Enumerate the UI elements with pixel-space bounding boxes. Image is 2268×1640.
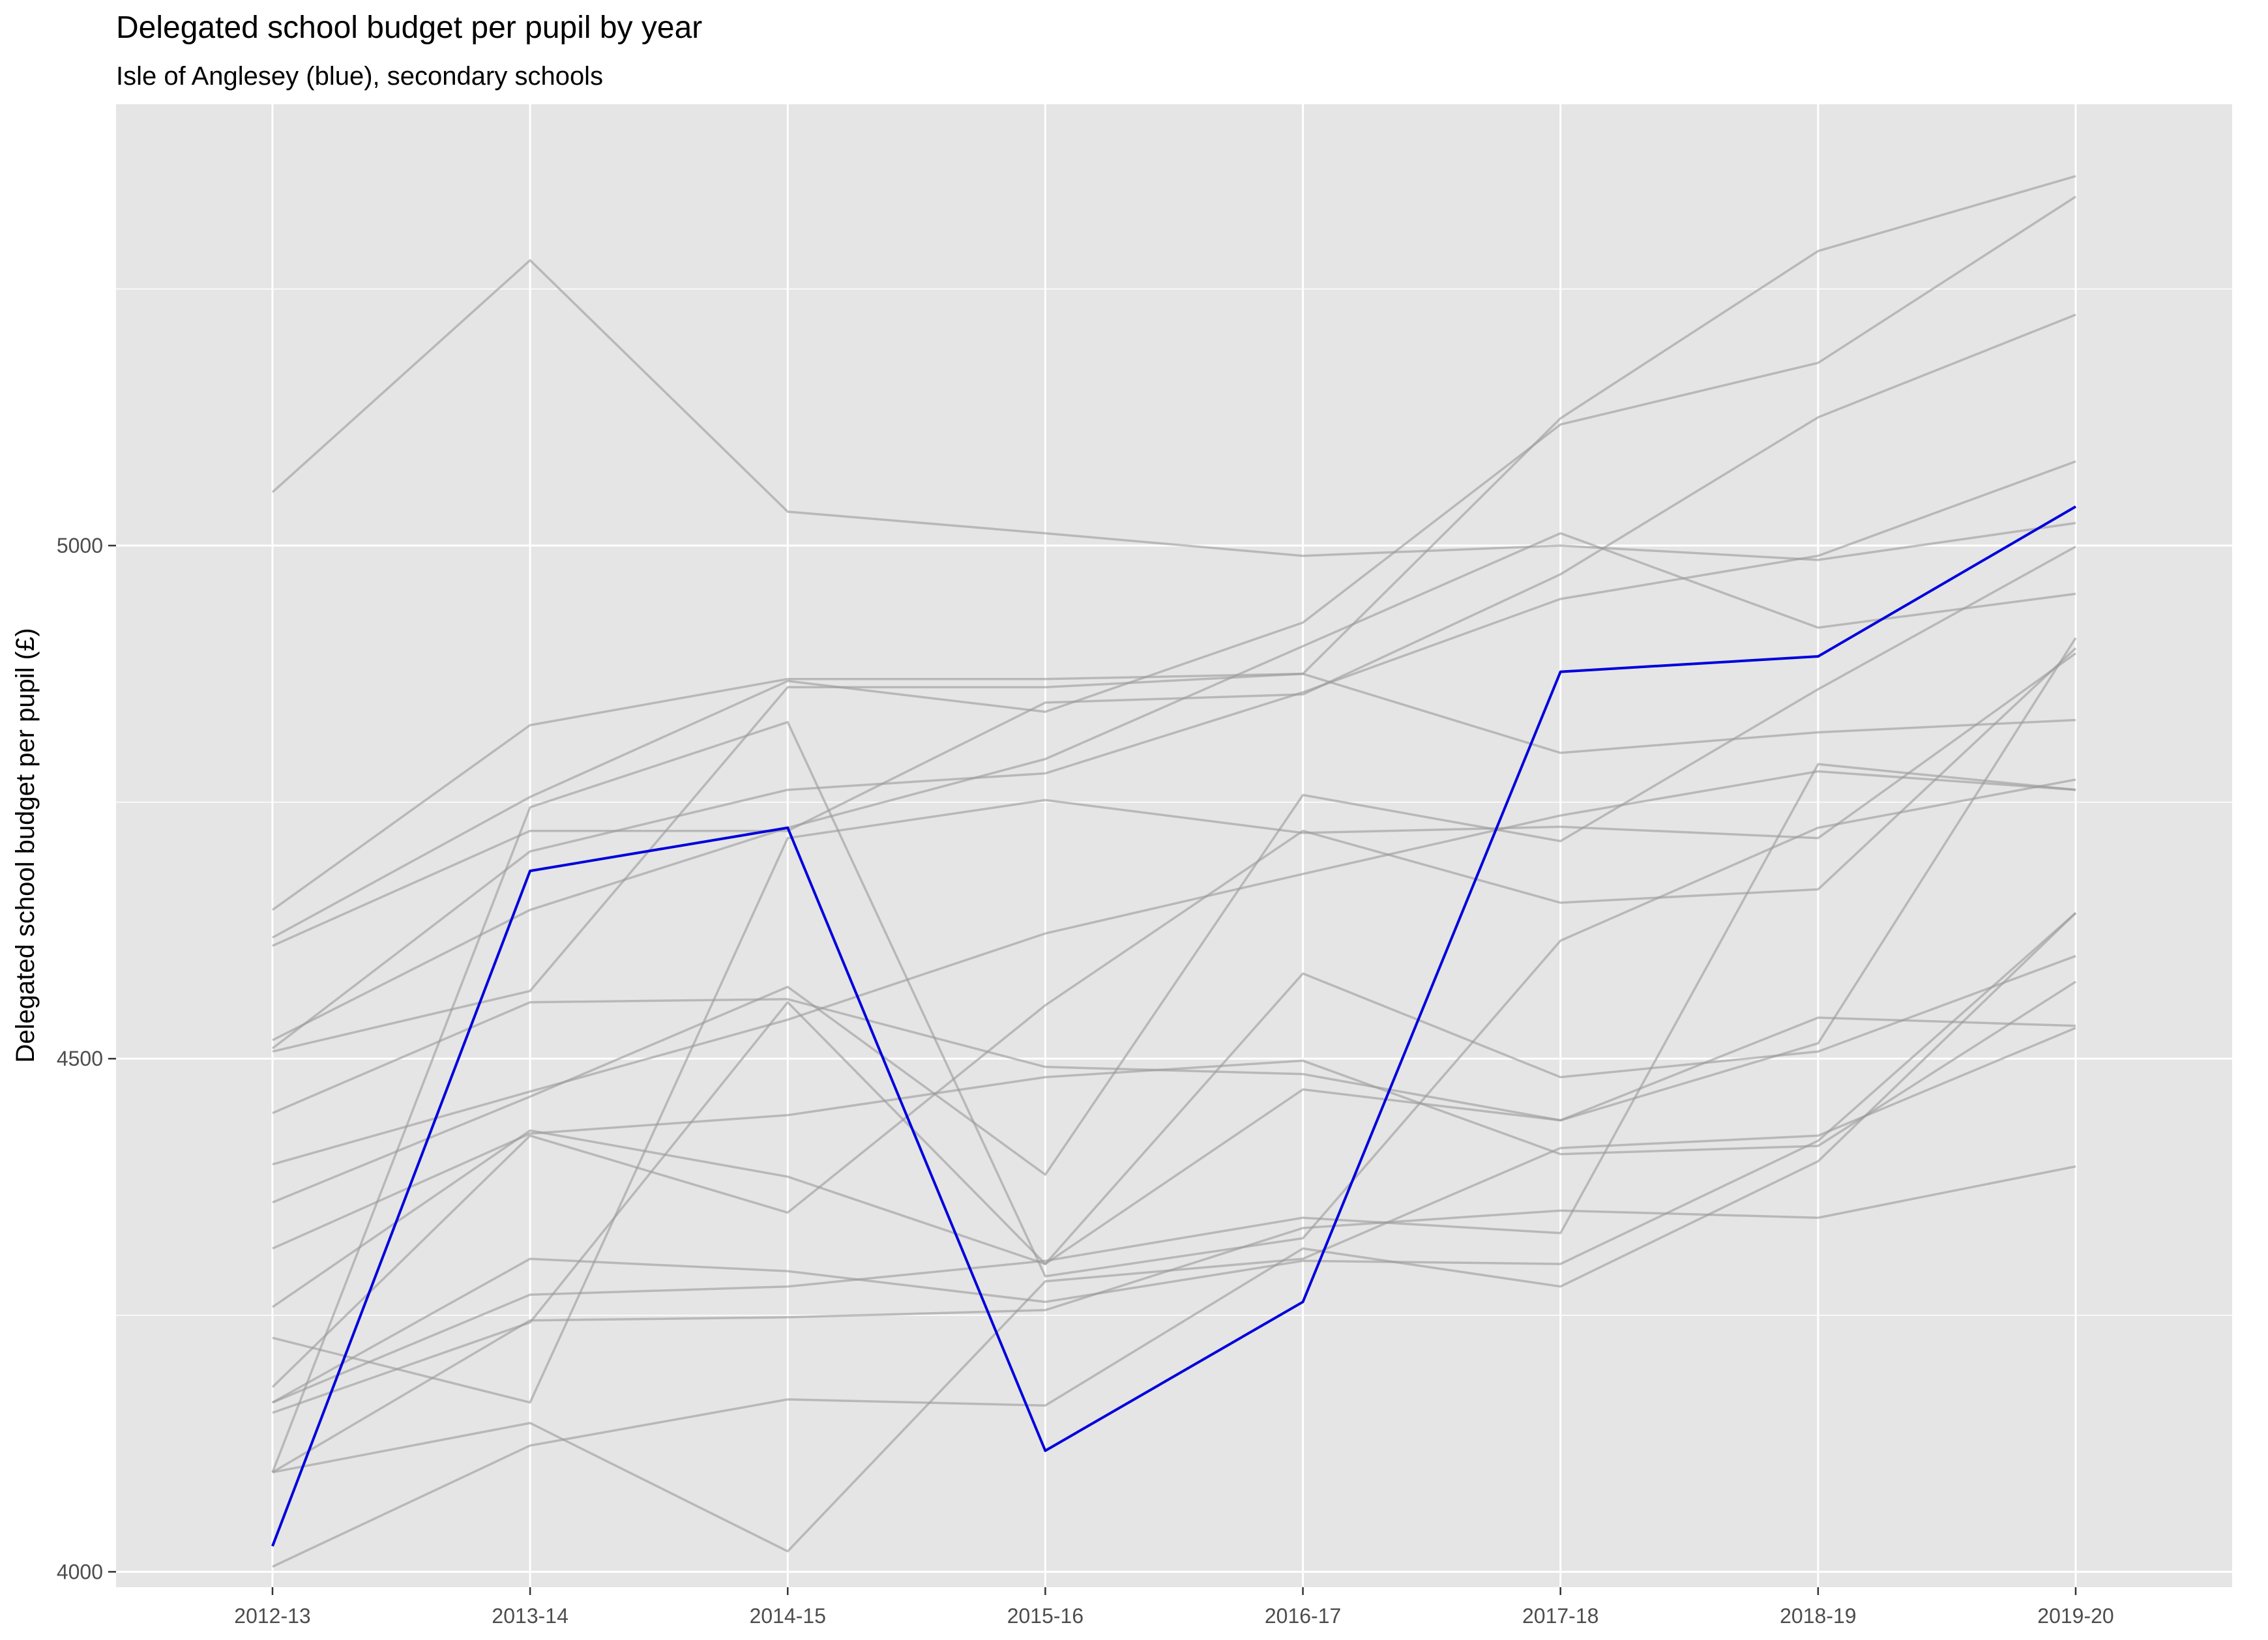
series-line-7 (272, 673, 2076, 1053)
series-line-3 (272, 196, 2076, 939)
chart-title: Delegated school budget per pupil by yea… (116, 10, 702, 45)
chart-subtitle: Isle of Anglesey (blue), secondary schoo… (116, 62, 603, 91)
highlight-series (271, 505, 2077, 1547)
series-line-15 (272, 912, 2077, 1404)
series-line-17 (272, 1001, 2076, 1414)
x-tick-label: 2015-16 (1007, 1604, 1083, 1628)
series-line-21 (272, 1027, 2076, 1553)
x-tick-label: 2019-20 (2037, 1604, 2113, 1628)
x-tick-label: 2016-17 (1265, 1604, 1341, 1628)
y-axis: 4000 4500 5000 (57, 534, 116, 1583)
series-line-5 (272, 532, 2076, 1042)
plot-panel (116, 104, 2232, 1587)
series-line-6 (271, 460, 2076, 1049)
x-tick-label: 2014-15 (750, 1604, 826, 1628)
x-tick-label: 2013-14 (492, 1604, 568, 1628)
series-lines (271, 175, 2077, 1568)
x-tick-label: 2018-19 (1780, 1604, 1856, 1628)
series-line-20 (272, 912, 2077, 1568)
y-tick-label: 4500 (57, 1047, 103, 1070)
y-tick-label: 5000 (57, 534, 103, 557)
series-line-11 (272, 980, 2076, 1250)
series-line-10 (272, 546, 2076, 1204)
series-line-19 (271, 721, 2076, 1473)
x-axis: 2012-13 2013-14 2014-15 2015-16 2016-17 2017-… (234, 1587, 2114, 1628)
y-tick-label: 4000 (57, 1560, 103, 1583)
x-tick-label: 2017-18 (1522, 1604, 1598, 1628)
series-line-16 (272, 763, 2076, 1404)
series-line-2 (271, 175, 2076, 911)
series-line-1 (271, 259, 2076, 561)
y-axis-label: Delegated school budget per pupil (£) (11, 628, 40, 1062)
series-line-13 (272, 652, 2077, 1404)
series-line-14 (271, 647, 2077, 1388)
x-tick-label: 2012-13 (234, 1604, 310, 1628)
series-line-4 (272, 314, 2076, 947)
series-line-12 (272, 955, 2076, 1308)
series-line-highlight (271, 505, 2077, 1547)
